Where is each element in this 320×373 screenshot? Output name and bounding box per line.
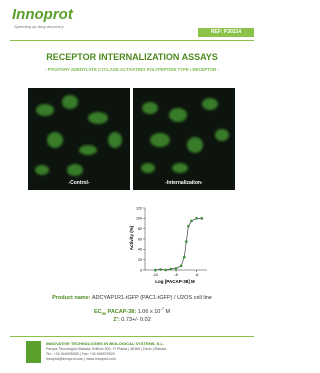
ec-value: 1.06 x 10	[136, 308, 161, 315]
product-label: Product name:	[52, 295, 91, 301]
y-tick-label: 20	[138, 258, 142, 262]
web: innoprot@innoprot.com | www.innoprot.com	[46, 357, 116, 361]
y-tick-label: 120	[136, 206, 142, 210]
cells	[35, 95, 229, 176]
y-tick-label: 80	[138, 227, 142, 231]
page: Innoprot Speeding up drug discovery REF:…	[0, 6, 264, 363]
point	[159, 268, 162, 271]
point	[154, 268, 157, 272]
x-tick-label: -8	[174, 273, 177, 277]
point	[190, 219, 193, 223]
x-tick-label: -10	[153, 273, 158, 277]
ec-sub: 50	[101, 310, 107, 316]
company: INNOVATIVE TECHNOLOGIES IN BIOLOGICAL SY…	[46, 341, 165, 346]
product-value: ADCYAP1R1-tGFP (PAC1-tGFP) / U2OS cell l…	[91, 295, 212, 301]
ec50-label: EC50 PACAP-38:	[93, 308, 137, 316]
point	[185, 240, 188, 243]
z-line: Z': 0.73+/- 0.02	[0, 317, 264, 323]
point	[182, 255, 186, 259]
ec50-line: EC50 PACAP-38: 1.06 x 10-7 M	[0, 306, 264, 316]
point	[200, 217, 204, 220]
address: Parque Tecnológico Bizkaia, Edificio 502…	[46, 347, 167, 351]
footer-rule	[10, 336, 254, 337]
ref: REF: P30214	[198, 28, 254, 37]
point	[187, 224, 190, 228]
phone: Tel.: +34 944005355 | Fax: +34 946579925	[46, 352, 115, 356]
rule	[10, 40, 254, 41]
point	[169, 267, 173, 271]
ec-prefix: EC	[93, 308, 102, 315]
point	[179, 264, 183, 268]
dose-response-chart: 0 20 40 60 80 100 120 -10 -8 -6	[136, 206, 207, 277]
title: RECEPTOR INTERNALIZATION ASSAYS	[46, 52, 218, 62]
fit-line	[155, 218, 202, 271]
y-tick-label: 100	[136, 217, 142, 221]
ec-unit: M	[163, 308, 171, 315]
ec-exp: -7	[160, 306, 164, 311]
y-axis-label: Activity (%)	[129, 225, 134, 250]
point	[164, 268, 167, 272]
tagline: Speeding up drug discovery	[14, 24, 64, 29]
ec-label: PACAP-38:	[106, 308, 137, 315]
point	[195, 217, 198, 220]
footer-logo	[26, 341, 41, 363]
subtitle: - PITUITARY ADENYLATE CYCLASE-ACTIVATING…	[45, 67, 219, 72]
y-tick-label: 60	[138, 237, 142, 241]
point	[174, 267, 178, 270]
product-line: Product name: ADCYAP1R1-tGFP (PAC1-tGFP)…	[0, 295, 264, 301]
image-label: -Control-	[68, 180, 89, 186]
z-label: Z':	[113, 317, 120, 323]
x-tick-label: -6	[195, 273, 198, 277]
figure: -Control- -Internalization- Activity (%)…	[28, 88, 235, 284]
x-axis-label: Log [PACAP-38] M	[155, 279, 195, 284]
z-value: 0.73+/- 0.02	[119, 317, 151, 323]
logo: Innoprot	[12, 6, 73, 23]
image-label: -Internalization-	[165, 180, 203, 186]
y-tick-label: 40	[138, 248, 142, 252]
y-tick-label: 0	[140, 268, 142, 272]
